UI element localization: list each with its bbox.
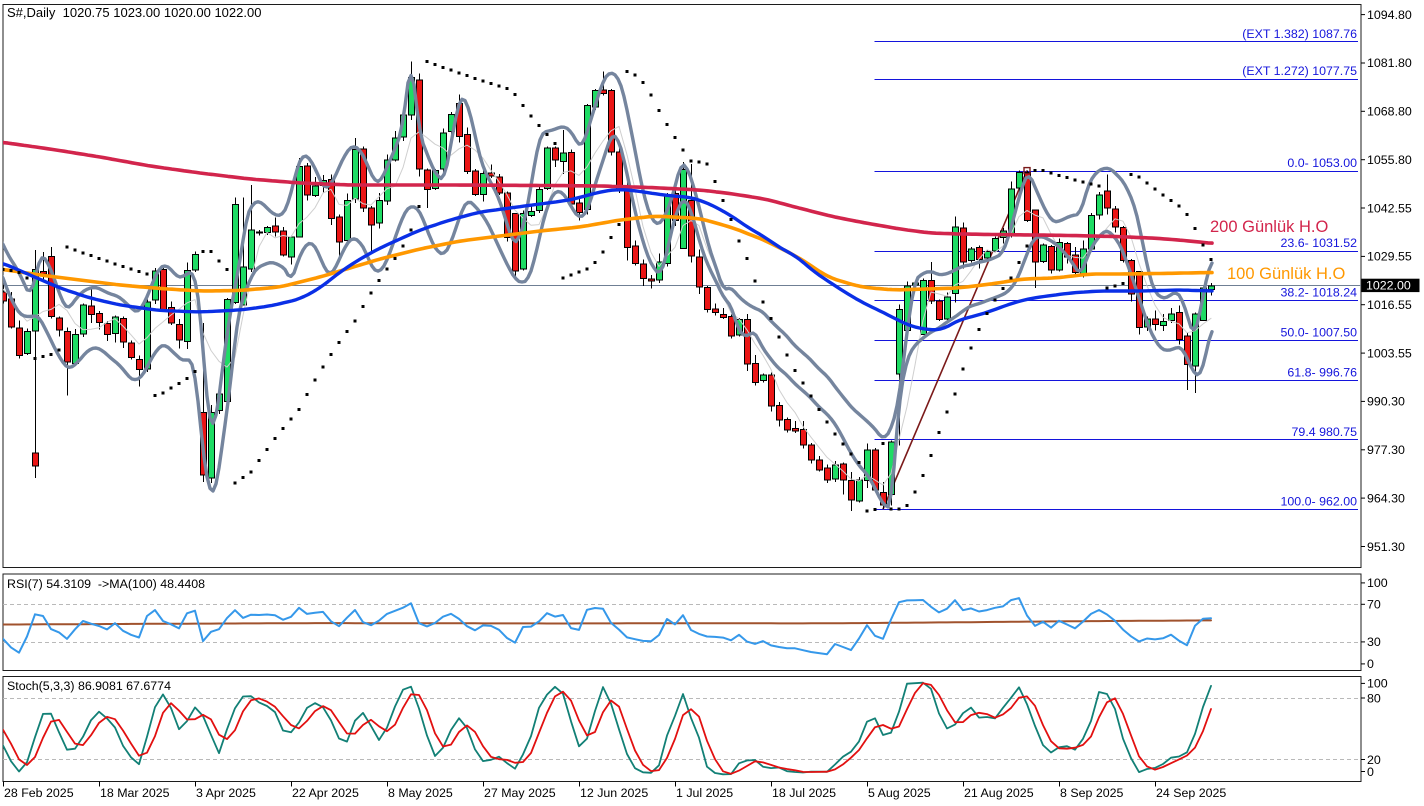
svg-text:200 Günlük H.O: 200 Günlük H.O bbox=[1210, 218, 1328, 236]
svg-text:22 Apr 2025: 22 Apr 2025 bbox=[292, 786, 359, 800]
svg-text:RSI(7) 54.3109 ->MA(100) 48.4: RSI(7) 54.3109 ->MA(100) 48.4408 bbox=[7, 577, 205, 591]
svg-text:1 Jul 2025: 1 Jul 2025 bbox=[676, 786, 733, 800]
svg-text:28 Feb 2025: 28 Feb 2025 bbox=[4, 786, 74, 800]
svg-text:1055.80: 1055.80 bbox=[1367, 153, 1412, 167]
svg-text:100 Günlük H.O: 100 Günlük H.O bbox=[1227, 265, 1345, 283]
svg-text:61.8- 996.76: 61.8- 996.76 bbox=[1287, 365, 1357, 379]
svg-text:977.30: 977.30 bbox=[1367, 443, 1405, 457]
svg-text:18 Mar 2025: 18 Mar 2025 bbox=[100, 786, 170, 800]
svg-text:50.0- 1007.50: 50.0- 1007.50 bbox=[1281, 325, 1358, 339]
svg-text:951.30: 951.30 bbox=[1367, 540, 1405, 554]
svg-text:1068.80: 1068.80 bbox=[1367, 105, 1412, 119]
svg-text:Stoch(5,3,3) 86.9081 67.6774: Stoch(5,3,3) 86.9081 67.6774 bbox=[7, 679, 171, 693]
svg-text:100: 100 bbox=[1367, 576, 1388, 590]
svg-text:S#,Daily 1020.75 1023.00 1020: S#,Daily 1020.75 1023.00 1020.00 1022.00 bbox=[7, 5, 261, 20]
svg-text:79.4 980.75: 79.4 980.75 bbox=[1292, 425, 1358, 439]
svg-text:990.30: 990.30 bbox=[1367, 395, 1405, 409]
svg-text:24 Sep 2025: 24 Sep 2025 bbox=[1156, 786, 1226, 800]
svg-text:100: 100 bbox=[1367, 677, 1388, 691]
svg-text:964.30: 964.30 bbox=[1367, 491, 1405, 505]
svg-text:0: 0 bbox=[1367, 765, 1374, 779]
svg-text:1094.80: 1094.80 bbox=[1367, 8, 1412, 22]
svg-text:20: 20 bbox=[1367, 753, 1381, 767]
svg-text:0: 0 bbox=[1367, 657, 1374, 671]
svg-text:1081.80: 1081.80 bbox=[1367, 56, 1412, 70]
svg-text:100.0- 962.00: 100.0- 962.00 bbox=[1281, 495, 1358, 509]
svg-text:3 Apr 2025: 3 Apr 2025 bbox=[196, 786, 256, 800]
svg-text:21 Aug 2025: 21 Aug 2025 bbox=[964, 786, 1034, 800]
svg-text:38.2- 1018.24: 38.2- 1018.24 bbox=[1281, 285, 1358, 299]
svg-text:1003.55: 1003.55 bbox=[1367, 346, 1412, 360]
svg-text:(EXT 1.272) 1077.75: (EXT 1.272) 1077.75 bbox=[1242, 64, 1357, 78]
svg-text:80: 80 bbox=[1367, 691, 1381, 705]
svg-text:12 Jun 2025: 12 Jun 2025 bbox=[580, 786, 648, 800]
svg-text:0.0- 1053.00: 0.0- 1053.00 bbox=[1287, 156, 1357, 170]
svg-text:1016.55: 1016.55 bbox=[1367, 298, 1412, 312]
svg-text:1029.55: 1029.55 bbox=[1367, 250, 1412, 264]
svg-text:18 Jul 2025: 18 Jul 2025 bbox=[772, 786, 836, 800]
svg-text:1022.00: 1022.00 bbox=[1366, 279, 1411, 293]
svg-text:23.6- 1031.52: 23.6- 1031.52 bbox=[1281, 236, 1358, 250]
svg-text:(EXT 1.382) 1087.76: (EXT 1.382) 1087.76 bbox=[1242, 27, 1357, 41]
svg-text:27 May 2025: 27 May 2025 bbox=[484, 786, 556, 800]
svg-text:1042.55: 1042.55 bbox=[1367, 201, 1412, 215]
svg-text:30: 30 bbox=[1367, 635, 1381, 649]
svg-text:8 Sep 2025: 8 Sep 2025 bbox=[1060, 786, 1123, 800]
svg-text:70: 70 bbox=[1367, 598, 1381, 612]
svg-text:5 Aug 2025: 5 Aug 2025 bbox=[868, 786, 931, 800]
svg-text:8 May 2025: 8 May 2025 bbox=[388, 786, 453, 800]
